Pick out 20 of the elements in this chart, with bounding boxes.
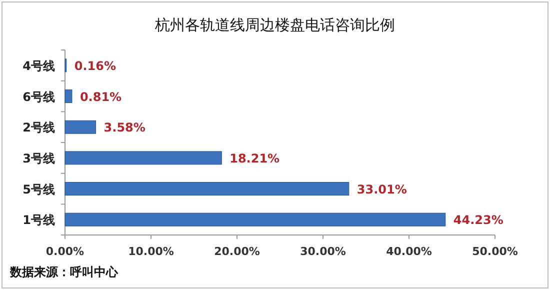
category: 1号线 <box>22 213 55 228</box>
annotation: 数据来源：呼叫中心 <box>10 265 118 279</box>
xtick: 40.00% <box>386 245 432 258</box>
category: 3号线 <box>22 151 55 166</box>
xtick: 50.00% <box>472 245 518 258</box>
xtick: 20.00% <box>214 245 260 258</box>
category: 6号线 <box>22 90 55 104</box>
value-label: 0.16% <box>74 58 116 73</box>
title: 杭州各轨道线周边楼盘电话咨询比例 <box>155 16 395 34</box>
xtick: 10.00% <box>128 245 174 258</box>
value-label: 33.01% <box>356 182 407 196</box>
value-label: 44.23% <box>453 213 504 228</box>
value-label: 18.21% <box>230 151 280 166</box>
value-label: 0.81% <box>80 90 122 104</box>
category: 2号线 <box>22 120 55 135</box>
xtick: 30.00% <box>300 245 346 258</box>
category: 5号线 <box>22 182 55 196</box>
value-label: 3.58% <box>104 120 146 135</box>
category: 4号线 <box>22 58 55 73</box>
xtick: 0.00% <box>46 245 84 258</box>
